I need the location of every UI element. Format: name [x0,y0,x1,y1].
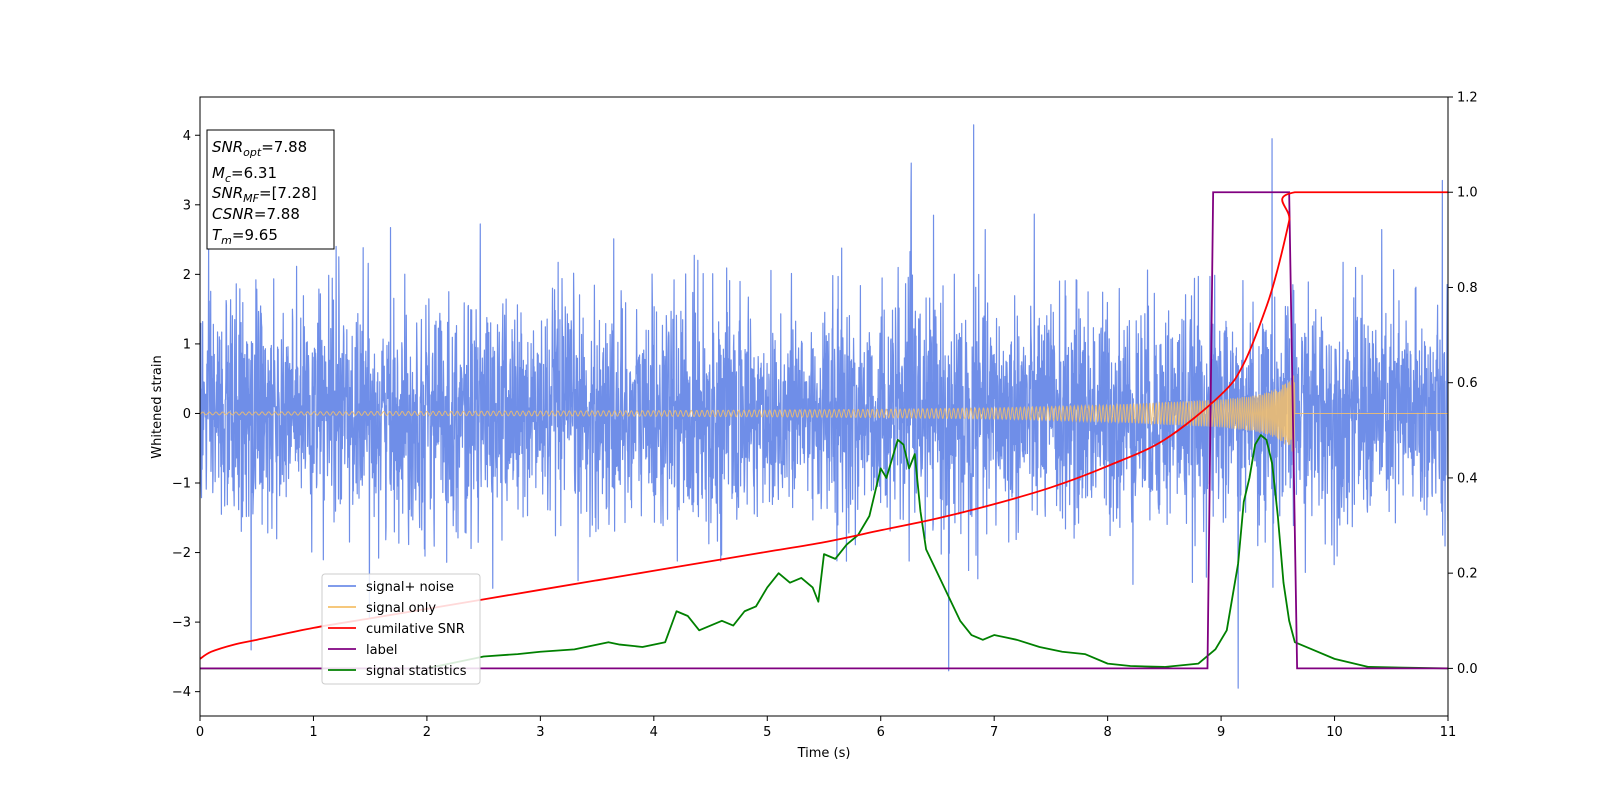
info-snr-opt: SNRopt=7.88 [212,138,307,159]
y-right-tick-label: 0.6 [1457,376,1478,391]
x-tick-label: 3 [536,725,544,740]
x-tick-label: 9 [1217,725,1225,740]
y-right-tick-label: 1.0 [1457,186,1478,201]
x-tick-label: 5 [763,725,771,740]
y-axis-left: 4 3 2 1 0 −1 −2 −3 −4 [172,129,200,700]
y-axis-label: Whitened strain [150,355,165,458]
info-csnr: CSNR=7.88 [212,205,300,223]
x-tick-label: 11 [1440,725,1457,740]
y-right-tick-label: 0.0 [1457,662,1478,677]
y-left-tick-label: 1 [183,337,191,352]
y-left-tick-label: −4 [172,685,191,700]
legend-label-label: label [366,643,397,658]
y-axis-right: 1.2 1.0 0.8 0.6 0.4 0.2 0.0 [1448,91,1478,677]
x-tick-label: 0 [196,725,204,740]
info-box: SNRopt=7.88 Mc=6.31 SNRMF=[7.28] CSNR=7.… [206,129,335,250]
signal-only-line [200,375,1448,452]
legend-label-cum-snr: cumilative SNR [366,622,465,637]
y-right-tick-label: 0.2 [1457,567,1478,582]
y-left-tick-label: −1 [172,477,191,492]
info-snr-mf: SNRMF=[7.28] [212,184,317,205]
info-tm: Tm=9.65 [212,226,278,247]
label-line [200,191,1448,670]
y-left-tick-label: 3 [183,198,191,213]
y-left-tick-label: 0 [183,407,191,422]
y-right-tick-label: 0.4 [1457,471,1478,486]
y-left-tick-label: 2 [183,268,191,283]
signal-plus-noise-line [200,124,1448,689]
legend-label-stat: signal statistics [366,664,467,679]
y-right-tick-label: 0.8 [1457,281,1478,296]
legend-label-signal: signal only [366,601,436,616]
y-left-tick-label: −3 [172,616,191,631]
y-right-tick-label: 1.2 [1457,91,1478,106]
x-tick-label: 2 [423,725,431,740]
x-tick-label: 4 [650,725,658,740]
y-left-tick-label: −2 [172,546,191,561]
y-left-tick-label: 4 [183,129,191,144]
x-tick-label: 8 [1103,725,1111,740]
signal-statistics-line [200,434,1448,670]
info-mc: Mc=6.31 [212,164,277,185]
x-axis: 0 1 2 3 4 5 6 7 8 9 10 11 [196,716,1456,740]
legend: signal+ noise signal only cumilative SNR… [321,573,481,685]
x-axis-label: Time (s) [797,746,851,761]
legend-label-noise: signal+ noise [366,580,454,595]
x-tick-label: 6 [877,725,885,740]
x-tick-label: 10 [1326,725,1343,740]
x-tick-label: 7 [990,725,998,740]
plot-area [200,124,1448,689]
x-tick-label: 1 [309,725,317,740]
plot-frame [199,96,1449,717]
